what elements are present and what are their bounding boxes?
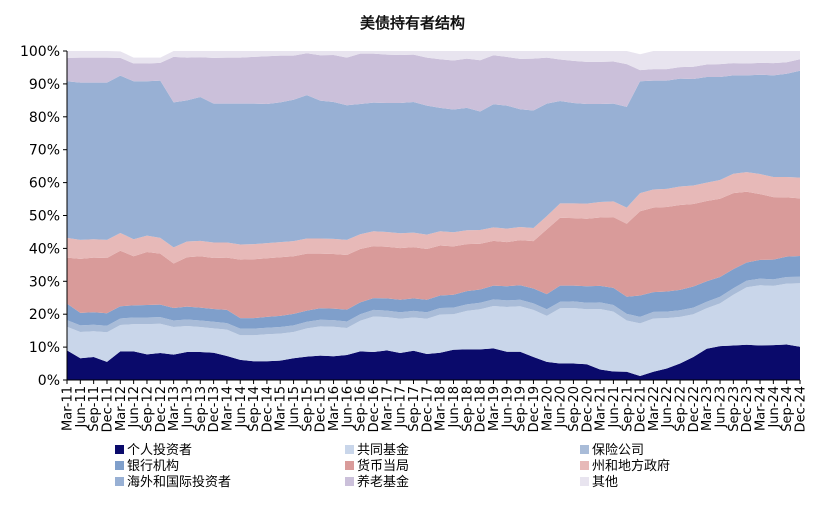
area-series-6 bbox=[67, 70, 800, 248]
x-tick-label: Dec-12 bbox=[154, 386, 169, 432]
x-tick-label: Sep-17 bbox=[407, 386, 422, 432]
legend-swatch bbox=[345, 461, 354, 470]
area-series-8 bbox=[67, 51, 800, 71]
area-series-1 bbox=[67, 283, 800, 377]
x-tick-label: Mar-24 bbox=[754, 386, 769, 431]
legend-swatch bbox=[115, 445, 124, 454]
x-tick-label: Jun-12 bbox=[127, 386, 142, 429]
x-tick-label: Jun-23 bbox=[714, 386, 729, 429]
legend-swatch bbox=[580, 445, 589, 454]
area-series-7 bbox=[67, 53, 800, 112]
x-tick-label: Jun-14 bbox=[234, 386, 249, 429]
x-tick-label: Sep-11 bbox=[87, 386, 102, 432]
legend-swatch bbox=[345, 445, 354, 454]
x-tick-label: Sep-19 bbox=[514, 386, 529, 432]
legend-swatch bbox=[115, 461, 124, 470]
x-tick-label: Sep-22 bbox=[674, 386, 689, 432]
x-tick-label: Mar-20 bbox=[540, 386, 555, 431]
legend-label: 保险公司 bbox=[592, 443, 644, 458]
y-tick-label: 10% bbox=[29, 340, 60, 356]
y-tick-label: 90% bbox=[29, 77, 60, 93]
x-tick-label: Dec-21 bbox=[634, 386, 649, 432]
area-series-5 bbox=[67, 172, 800, 264]
area-series-4 bbox=[67, 191, 800, 319]
x-tick-label: Jun-17 bbox=[394, 386, 409, 429]
x-tick-label: Jun-19 bbox=[500, 386, 515, 429]
legend-label: 养老基金 bbox=[357, 474, 409, 490]
x-tick-label: Mar-16 bbox=[327, 386, 342, 431]
y-tick-label: 70% bbox=[29, 143, 60, 159]
x-tick-label: Sep-23 bbox=[727, 386, 742, 432]
x-tick-label: Dec-23 bbox=[740, 386, 755, 432]
x-tick-label: Jun-18 bbox=[447, 386, 462, 429]
y-tick-label: 40% bbox=[29, 241, 60, 257]
chart-title: 美债持有者结构 bbox=[359, 14, 465, 32]
x-tick-label: Mar-13 bbox=[167, 386, 182, 431]
x-tick-label: Dec-24 bbox=[794, 386, 809, 432]
x-tick-label: Sep-12 bbox=[140, 386, 155, 432]
x-tick-label: Mar-21 bbox=[594, 386, 609, 431]
x-tick-label: Mar-22 bbox=[647, 386, 662, 431]
x-tick-label: Dec-19 bbox=[527, 386, 542, 432]
x-tick-label: Mar-14 bbox=[220, 386, 235, 431]
x-tick-label: Dec-13 bbox=[207, 386, 222, 432]
legend-label: 海外和国际投资者 bbox=[127, 474, 231, 490]
x-tick-label: Sep-24 bbox=[780, 386, 795, 432]
x-tick-label: Mar-11 bbox=[61, 386, 76, 431]
area-series-3 bbox=[67, 255, 800, 329]
x-tick-label: Mar-12 bbox=[114, 386, 129, 431]
x-tick-label: Sep-18 bbox=[460, 386, 475, 432]
x-tick-label: Jun-21 bbox=[607, 386, 622, 429]
x-tick-label: Jun-24 bbox=[767, 386, 782, 429]
legend-swatch bbox=[115, 477, 124, 486]
legend-label: 银行机构 bbox=[127, 459, 179, 474]
x-tick-label: Mar-23 bbox=[700, 386, 715, 431]
x-tick-label: Dec-22 bbox=[687, 386, 702, 432]
x-tick-label: Dec-20 bbox=[580, 386, 595, 432]
legend-label: 州和地方政府 bbox=[592, 458, 670, 474]
y-tick-label: 0% bbox=[38, 373, 60, 389]
x-tick-label: Dec-17 bbox=[420, 386, 435, 432]
x-tick-label: Sep-20 bbox=[567, 386, 582, 432]
legend-swatch bbox=[580, 461, 589, 470]
x-tick-label: Jun-15 bbox=[287, 386, 302, 429]
x-tick-label: Jun-11 bbox=[74, 386, 89, 429]
x-tick-label: Sep-15 bbox=[300, 386, 315, 432]
x-tick-label: Jun-20 bbox=[554, 386, 569, 429]
legend-label: 个人投资者 bbox=[127, 442, 192, 458]
y-tick-label: 60% bbox=[29, 176, 60, 192]
y-tick-label: 100% bbox=[20, 44, 60, 60]
x-tick-label: Mar-17 bbox=[380, 386, 395, 431]
x-tick-label: Jun-22 bbox=[660, 386, 675, 429]
legend-label: 其他 bbox=[592, 475, 618, 490]
x-tick-label: Sep-16 bbox=[354, 386, 369, 432]
legend-label: 货币当局 bbox=[357, 458, 409, 474]
x-tick-label: Mar-19 bbox=[487, 386, 502, 431]
legend-swatch bbox=[345, 477, 354, 486]
y-tick-label: 50% bbox=[29, 209, 60, 225]
x-tick-label: Dec-14 bbox=[260, 386, 275, 432]
x-tick-label: Dec-15 bbox=[314, 386, 329, 432]
x-tick-label: Dec-16 bbox=[367, 386, 382, 432]
x-tick-label: Dec-11 bbox=[100, 386, 115, 432]
x-tick-label: Sep-13 bbox=[194, 386, 209, 432]
x-tick-label: Sep-14 bbox=[247, 386, 262, 432]
x-tick-label: Jun-13 bbox=[180, 386, 195, 429]
x-tick-label: Jun-16 bbox=[340, 386, 355, 429]
legend-label: 共同基金 bbox=[357, 442, 409, 458]
y-tick-label: 30% bbox=[29, 274, 60, 290]
area-series-0 bbox=[67, 344, 800, 380]
x-tick-label: Dec-18 bbox=[474, 386, 489, 432]
x-tick-label: Sep-21 bbox=[620, 386, 635, 432]
x-tick-label: Mar-15 bbox=[274, 386, 289, 431]
legend-swatch bbox=[580, 477, 589, 486]
y-tick-label: 20% bbox=[29, 307, 60, 323]
y-tick-label: 80% bbox=[29, 110, 60, 126]
x-tick-label: Mar-18 bbox=[434, 386, 449, 431]
